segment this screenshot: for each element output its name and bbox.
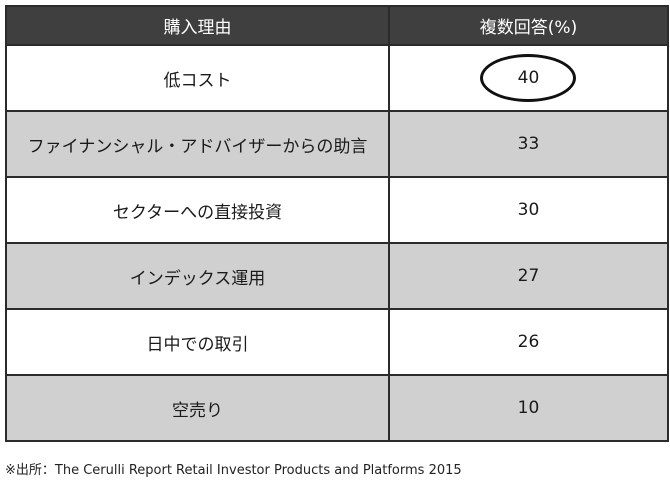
table-row: インデックス運用 27 — [5, 242, 669, 310]
value-cell: 27 — [388, 242, 669, 310]
header-percentage: 複数回答(%) — [388, 5, 669, 46]
table-row: 空売り 10 — [5, 374, 669, 442]
table-row: セクターへの直接投資 30 — [5, 176, 669, 244]
reason-cell: 空売り — [5, 374, 390, 442]
purchase-reason-table: 購入理由 複数回答(%) 低コスト 40 ファイナンシャル・アドバイザーからの助… — [5, 5, 669, 442]
table-row: ファイナンシャル・アドバイザーからの助言 33 — [5, 110, 669, 178]
highlighted-value: 40 — [480, 54, 577, 102]
value-cell: 26 — [388, 308, 669, 376]
reason-cell: 日中での取引 — [5, 308, 390, 376]
reason-cell: ファイナンシャル・アドバイザーからの助言 — [5, 110, 390, 178]
value-cell: 40 — [388, 44, 669, 112]
reason-cell: セクターへの直接投資 — [5, 176, 390, 244]
header-reason: 購入理由 — [5, 5, 390, 46]
value-cell: 30 — [388, 176, 669, 244]
table-row: 日中での取引 26 — [5, 308, 669, 376]
reason-cell: インデックス運用 — [5, 242, 390, 310]
survey-table-container: 購入理由 複数回答(%) 低コスト 40 ファイナンシャル・アドバイザーからの助… — [5, 5, 669, 442]
reason-cell: 低コスト — [5, 44, 390, 112]
value-cell: 10 — [388, 374, 669, 442]
value-cell: 33 — [388, 110, 669, 178]
table-row: 低コスト 40 — [5, 44, 669, 112]
source-note: ※出所：The Cerulli Report Retail Investor P… — [5, 463, 462, 478]
highlight-circle — [480, 54, 577, 102]
table-header-row: 購入理由 複数回答(%) — [5, 5, 669, 46]
